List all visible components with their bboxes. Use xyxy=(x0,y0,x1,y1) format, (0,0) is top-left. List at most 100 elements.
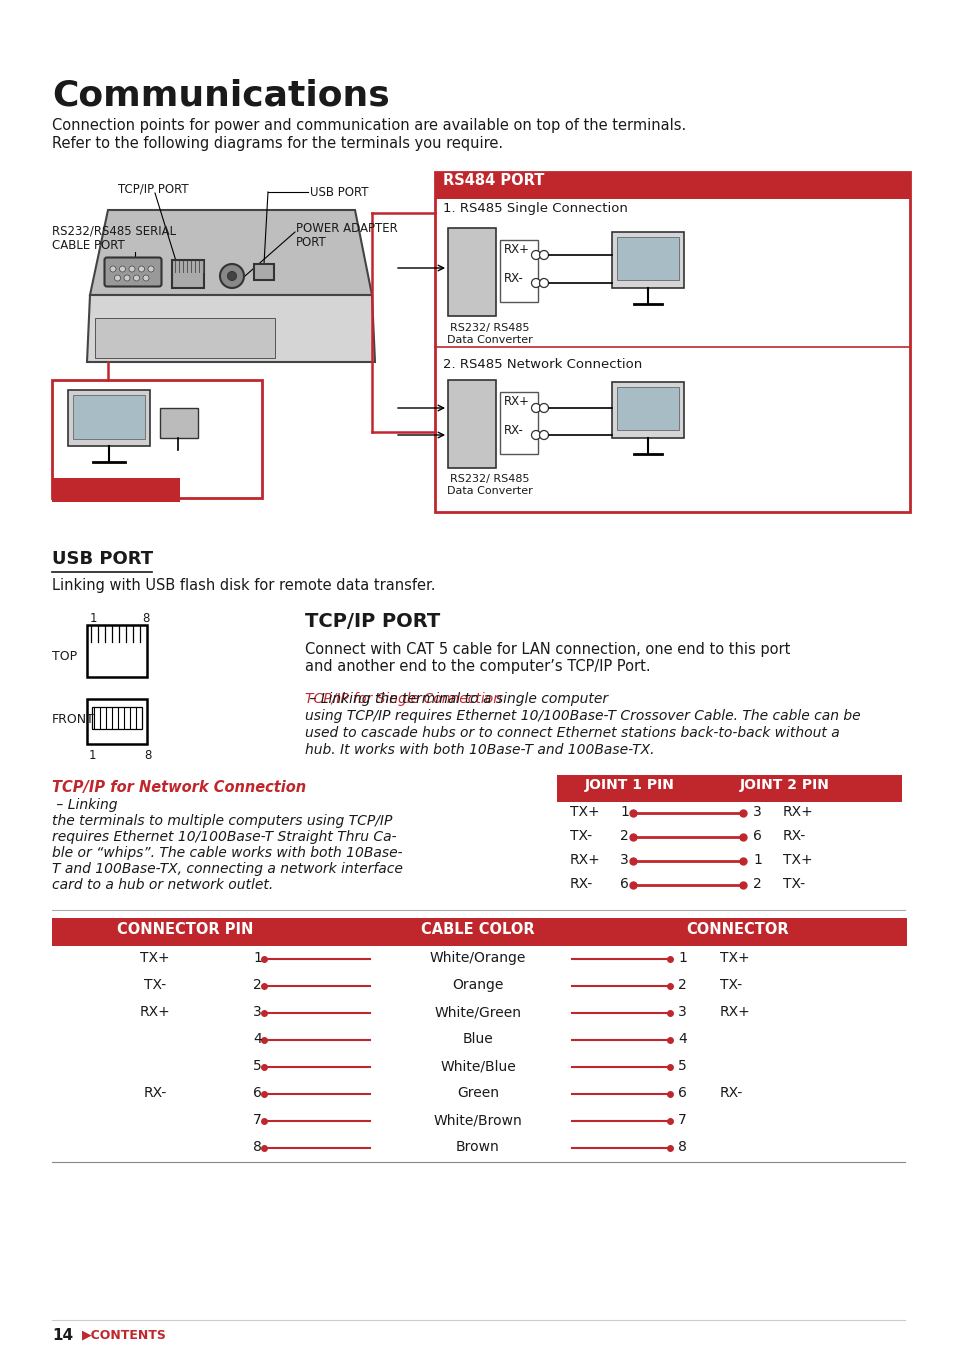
Text: 8: 8 xyxy=(678,1139,686,1154)
Bar xyxy=(52,380,262,497)
Text: RX-: RX- xyxy=(503,424,523,438)
Bar xyxy=(52,478,180,502)
Text: PORT: PORT xyxy=(295,236,327,249)
Text: CABLE PORT: CABLE PORT xyxy=(52,239,125,252)
Text: hub. It works with both 10Base-T and 100Base-TX.: hub. It works with both 10Base-T and 100… xyxy=(305,743,654,756)
Circle shape xyxy=(143,275,149,281)
Text: TCP/IP for Network Connection: TCP/IP for Network Connection xyxy=(52,780,306,795)
Text: White/Blue: White/Blue xyxy=(439,1059,516,1073)
Text: USB PORT: USB PORT xyxy=(310,185,368,199)
Text: RX-: RX- xyxy=(720,1086,742,1100)
Text: Data Converter: Data Converter xyxy=(447,335,533,345)
Text: RX+: RX+ xyxy=(720,1005,750,1020)
Text: TX-: TX- xyxy=(782,876,804,891)
Text: RX+: RX+ xyxy=(139,1005,171,1020)
Text: 6: 6 xyxy=(619,876,628,891)
Text: used to cascade hubs or to connect Ethernet stations back-to-back without a: used to cascade hubs or to connect Ether… xyxy=(305,726,839,740)
Bar xyxy=(172,260,204,288)
FancyBboxPatch shape xyxy=(105,258,161,286)
Text: RS232/RS485 SERIAL: RS232/RS485 SERIAL xyxy=(52,225,176,239)
Text: Connect with CAT 5 cable for LAN connection, one end to this port: Connect with CAT 5 cable for LAN connect… xyxy=(305,642,789,657)
Text: 1: 1 xyxy=(90,612,97,626)
Text: ble or “whips”. The cable works with both 10Base-: ble or “whips”. The cable works with bot… xyxy=(52,846,402,860)
Text: RX+: RX+ xyxy=(569,853,600,867)
Text: 8: 8 xyxy=(142,612,150,626)
Circle shape xyxy=(531,251,540,259)
Text: TOP: TOP xyxy=(52,650,77,662)
Circle shape xyxy=(138,266,144,273)
Text: 1: 1 xyxy=(253,951,262,965)
Text: USB PORT: USB PORT xyxy=(52,551,153,568)
Text: TX+: TX+ xyxy=(720,951,749,965)
Circle shape xyxy=(539,278,548,288)
Bar xyxy=(73,395,145,439)
Text: RX+: RX+ xyxy=(503,395,530,408)
Bar xyxy=(435,172,909,199)
Text: 6: 6 xyxy=(752,829,761,842)
Bar xyxy=(435,172,909,512)
Text: 7: 7 xyxy=(253,1114,262,1127)
Text: RS232/ RS485: RS232/ RS485 xyxy=(450,474,529,484)
Text: T and 100Base-TX, connecting a network interface: T and 100Base-TX, connecting a network i… xyxy=(52,861,402,876)
Text: White/Orange: White/Orange xyxy=(430,951,526,965)
Bar xyxy=(499,240,537,303)
Text: – Linking the terminal to a single computer: – Linking the terminal to a single compu… xyxy=(305,692,607,706)
Text: CONNECTOR: CONNECTOR xyxy=(686,921,788,936)
Text: and another end to the computer’s TCP/IP Port.: and another end to the computer’s TCP/IP… xyxy=(305,658,650,673)
Text: 5: 5 xyxy=(678,1059,686,1073)
Text: RX-: RX- xyxy=(143,1086,167,1100)
Bar xyxy=(87,626,147,677)
Text: RX-: RX- xyxy=(782,829,805,842)
Text: 2: 2 xyxy=(752,876,760,891)
Text: 8: 8 xyxy=(253,1139,262,1154)
Circle shape xyxy=(220,264,244,288)
Bar xyxy=(253,264,274,279)
Circle shape xyxy=(110,266,116,273)
Text: Green: Green xyxy=(456,1086,498,1100)
Text: – Linking: – Linking xyxy=(52,797,117,812)
Text: 6: 6 xyxy=(678,1086,686,1100)
Text: the terminals to multiple computers using TCP/IP: the terminals to multiple computers usin… xyxy=(52,814,392,827)
Bar xyxy=(448,228,496,316)
Text: CABLE COLOR: CABLE COLOR xyxy=(420,921,535,936)
Text: Communications: Communications xyxy=(52,78,390,112)
Text: 1: 1 xyxy=(89,750,96,762)
Text: Brown: Brown xyxy=(456,1139,499,1154)
Text: White/Green: White/Green xyxy=(434,1005,521,1020)
Text: RS232 PORT: RS232 PORT xyxy=(60,480,152,493)
Text: 1: 1 xyxy=(678,951,686,965)
Text: 8: 8 xyxy=(144,750,152,762)
Bar xyxy=(557,776,901,801)
Circle shape xyxy=(114,275,120,281)
Text: TCP/IP for Single Connection: TCP/IP for Single Connection xyxy=(305,692,501,706)
Text: 1. RS485 Single Connection: 1. RS485 Single Connection xyxy=(442,202,627,215)
Circle shape xyxy=(119,266,126,273)
Text: TX-: TX- xyxy=(720,979,741,992)
Text: TX+: TX+ xyxy=(140,951,170,965)
Circle shape xyxy=(227,271,236,281)
Text: 4: 4 xyxy=(678,1032,686,1045)
Text: TX-: TX- xyxy=(144,979,166,992)
Bar xyxy=(91,707,142,729)
Text: Blue: Blue xyxy=(462,1032,493,1045)
Text: 1: 1 xyxy=(619,806,628,819)
Text: 3: 3 xyxy=(752,806,760,819)
Text: ▶CONTENTS: ▶CONTENTS xyxy=(82,1328,167,1341)
Text: POWER ADAPTER: POWER ADAPTER xyxy=(295,222,397,234)
Text: White/Brown: White/Brown xyxy=(434,1114,522,1127)
Bar xyxy=(499,393,537,454)
Bar xyxy=(617,237,679,279)
Circle shape xyxy=(539,403,548,413)
Text: TX+: TX+ xyxy=(782,853,812,867)
Circle shape xyxy=(531,278,540,288)
Text: RX+: RX+ xyxy=(782,806,813,819)
Polygon shape xyxy=(87,294,375,363)
Text: RX+: RX+ xyxy=(503,243,530,256)
Text: RS232/ RS485: RS232/ RS485 xyxy=(450,323,529,333)
Text: 3: 3 xyxy=(253,1005,262,1020)
Text: 6: 6 xyxy=(253,1086,262,1100)
Text: 14: 14 xyxy=(52,1328,73,1343)
Text: TCP/IP PORT: TCP/IP PORT xyxy=(118,183,189,196)
Circle shape xyxy=(531,431,540,439)
Text: JOINT 1 PIN: JOINT 1 PIN xyxy=(584,778,674,792)
